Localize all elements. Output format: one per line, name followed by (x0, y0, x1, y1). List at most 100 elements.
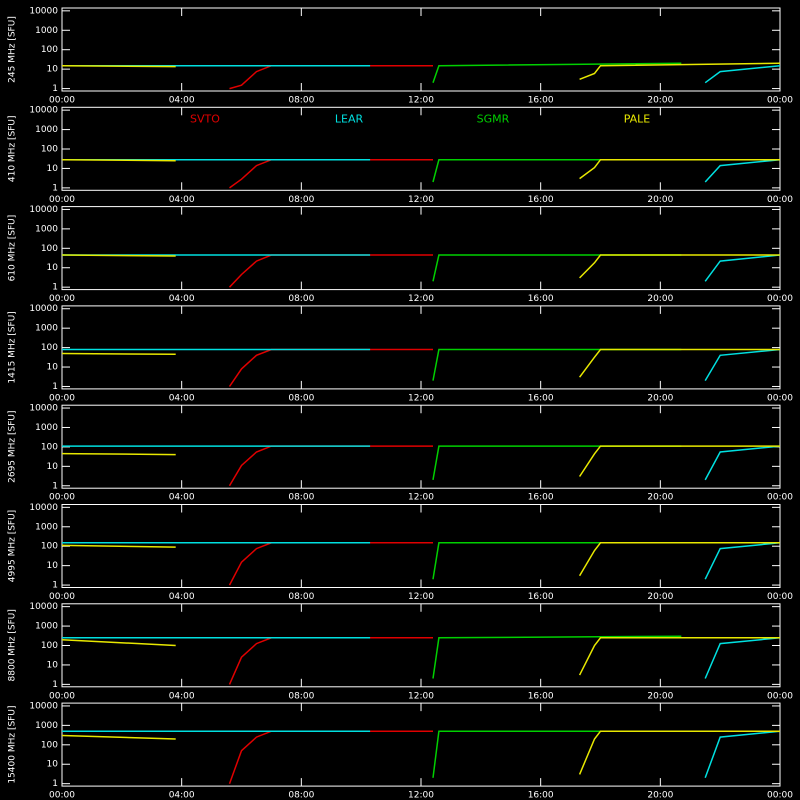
series-line (61, 64, 176, 68)
x-tick-label: 04:00 (169, 493, 195, 503)
x-tick-label: 16:00 (528, 791, 554, 800)
plot-frame (61, 702, 781, 787)
y-axis-label: 1415 MHz [SFU] (8, 311, 18, 383)
x-tick-label: 00:00 (49, 691, 75, 701)
x-tick-label: 00:00 (767, 592, 793, 602)
x-tick-label: 08:00 (288, 96, 314, 106)
series-line (579, 158, 780, 180)
x-tick-label: 08:00 (288, 691, 314, 701)
x-tick-label: 08:00 (288, 592, 314, 602)
x-tick-label: 12:00 (408, 592, 434, 602)
x-tick-label: 04:00 (169, 791, 195, 800)
series-line (432, 254, 682, 282)
legend-entry: SVTO (190, 112, 220, 125)
y-axis-label: 15400 MHz [SFU] (8, 706, 18, 784)
y-tick-label: 10000 (29, 602, 58, 612)
series-line (61, 158, 176, 162)
series-line (704, 64, 781, 84)
y-tick-label: 100 (41, 343, 58, 353)
series-line (432, 635, 682, 679)
series-line (61, 638, 176, 647)
y-tick-label: 1 (52, 779, 58, 789)
x-tick-label: 16:00 (528, 195, 554, 205)
y-tick-label: 10000 (29, 304, 58, 314)
y-tick-label: 1000 (35, 26, 58, 36)
series-line (228, 445, 433, 487)
x-tick-label: 20:00 (647, 294, 673, 304)
y-tick-label: 100 (41, 244, 58, 254)
x-tick-label: 00:00 (49, 294, 75, 304)
y-tick-label: 1000 (35, 324, 58, 334)
y-tick-label: 10000 (29, 205, 58, 215)
y-tick-label: 1 (52, 680, 58, 690)
x-tick-label: 08:00 (288, 791, 314, 800)
x-tick-label: 00:00 (49, 393, 75, 403)
plot-frame (61, 504, 781, 588)
y-tick-label: 1 (52, 581, 58, 591)
series-line (704, 542, 781, 580)
plot-frame (61, 7, 781, 92)
x-tick-label: 12:00 (408, 393, 434, 403)
x-tick-label: 16:00 (528, 691, 554, 701)
plot-frame (61, 106, 781, 191)
x-tick-label: 20:00 (647, 791, 673, 800)
series-line (228, 254, 433, 288)
x-tick-label: 08:00 (288, 195, 314, 205)
x-tick-label: 16:00 (528, 493, 554, 503)
y-tick-label: 100 (41, 740, 58, 750)
x-tick-label: 00:00 (767, 791, 793, 800)
series-line (578, 542, 780, 577)
legend-entry: PALE (624, 112, 651, 125)
y-tick-label: 1 (52, 283, 58, 293)
x-tick-label: 12:00 (408, 96, 434, 106)
y-tick-label: 1000 (35, 522, 58, 532)
x-tick-label: 12:00 (408, 493, 434, 503)
y-tick-label: 1 (52, 382, 58, 392)
y-tick-label: 1 (52, 84, 58, 94)
series-line (432, 158, 682, 183)
y-tick-label: 10 (47, 263, 59, 273)
x-tick-label: 00:00 (49, 96, 75, 106)
x-tick-label: 08:00 (288, 294, 314, 304)
y-tick-label: 10 (47, 164, 59, 174)
x-tick-label: 16:00 (528, 592, 554, 602)
x-tick-label: 16:00 (528, 294, 554, 304)
series-line (61, 734, 176, 740)
plot-frame (61, 206, 781, 291)
x-tick-label: 04:00 (169, 195, 195, 205)
legend-entry: LEAR (335, 112, 364, 125)
series-line (579, 254, 780, 279)
series-line (704, 637, 781, 679)
series-line (61, 352, 176, 356)
series-line (228, 348, 433, 387)
y-tick-label: 100 (41, 145, 58, 155)
series-line (432, 730, 682, 778)
x-tick-label: 00:00 (49, 791, 75, 800)
series-line (704, 730, 781, 779)
y-tick-label: 1000 (35, 423, 58, 433)
legend-entry: SGMR (477, 112, 510, 125)
y-tick-label: 10000 (29, 701, 58, 711)
y-tick-label: 10 (47, 760, 59, 770)
series-line (704, 348, 781, 381)
series-line (578, 348, 780, 378)
series-line (432, 62, 682, 83)
x-tick-label: 08:00 (288, 393, 314, 403)
series-line (61, 452, 176, 456)
y-axis-label: 610 MHz [SFU] (8, 215, 18, 282)
x-tick-label: 12:00 (408, 791, 434, 800)
x-tick-label: 00:00 (49, 195, 75, 205)
series-line (432, 445, 682, 481)
y-tick-label: 100 (41, 45, 58, 55)
y-tick-label: 10 (47, 462, 59, 472)
x-tick-label: 04:00 (169, 393, 195, 403)
series-line (228, 730, 433, 784)
x-tick-label: 00:00 (49, 592, 75, 602)
series-line (61, 544, 176, 548)
series-line (578, 445, 780, 477)
y-axis-label: 2695 MHz [SFU] (8, 411, 18, 483)
x-tick-label: 20:00 (647, 493, 673, 503)
series-line (229, 158, 433, 189)
series-line (432, 542, 682, 580)
